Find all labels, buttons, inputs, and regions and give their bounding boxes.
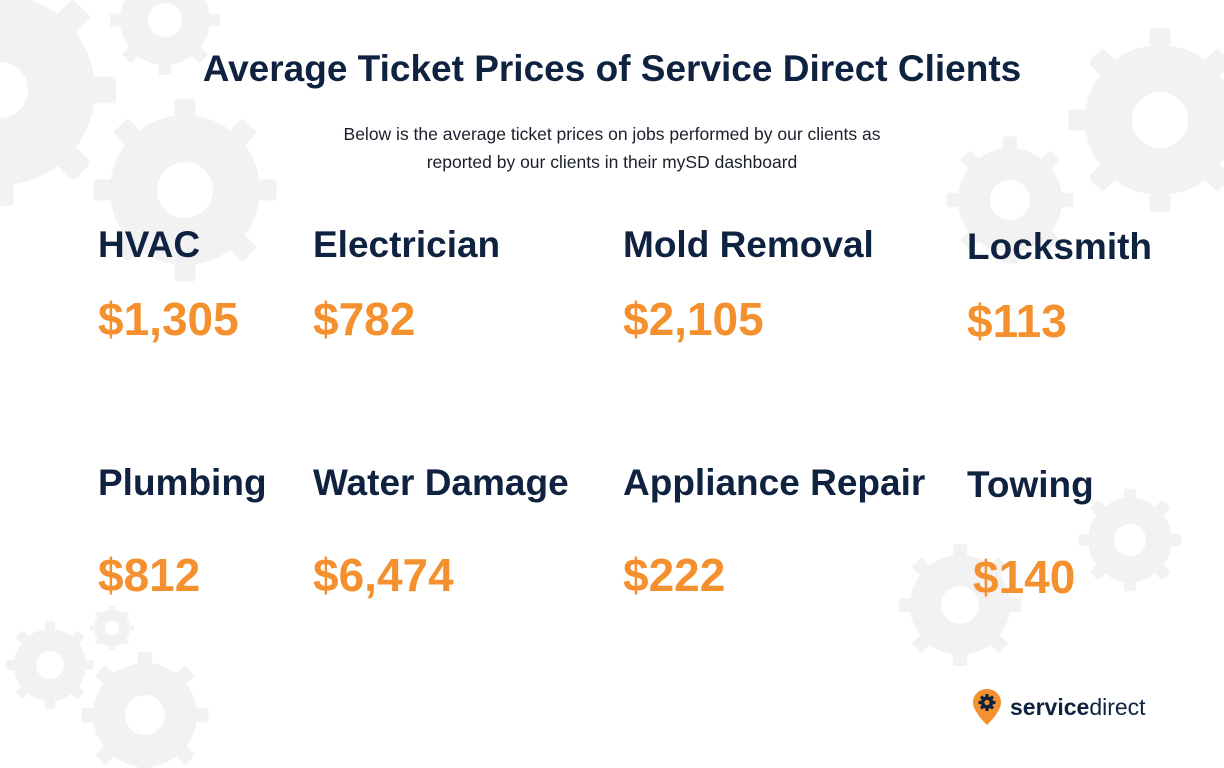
stat-label: Locksmith (967, 226, 1153, 267)
service-direct-logo: servicedirect (972, 688, 1146, 726)
page-subtitle: Below is the average ticket prices on jo… (262, 120, 962, 176)
stat-price: $6,474 (313, 549, 454, 601)
stat-price: $812 (98, 549, 201, 601)
gear-pin-icon (973, 689, 1001, 725)
stat-price: $2,105 (623, 293, 764, 345)
stat-price: $113 (967, 295, 1067, 347)
stat-mold-removal: Mold Removal $2,105 (623, 224, 874, 342)
stat-label: Towing (967, 464, 1094, 505)
logo-word-service: service (1010, 693, 1090, 720)
stat-label: Appliance Repair (623, 462, 926, 503)
logo-wordmark: servicedirect (1010, 694, 1146, 721)
logo-word-direct: direct (1089, 693, 1146, 720)
stat-price: $1,305 (98, 293, 239, 345)
stat-towing: Towing $140 (967, 464, 1094, 600)
stat-price: $222 (623, 549, 726, 601)
stat-label: HVAC (98, 224, 201, 265)
stat-plumbing: Plumbing $812 (98, 462, 267, 598)
stat-hvac: HVAC $1,305 (98, 224, 239, 342)
stat-price: $140 (973, 551, 1076, 603)
stat-label: Electrician (313, 224, 501, 265)
page-title: Average Ticket Prices of Service Direct … (202, 48, 1022, 89)
stat-locksmith: Locksmith $113 (967, 226, 1153, 344)
stat-appliance-repair: Appliance Repair $222 (623, 462, 926, 598)
subtitle-line-1: Below is the average ticket prices on jo… (343, 124, 881, 144)
stat-label: Plumbing (98, 462, 267, 503)
stat-electrician: Electrician $782 (313, 224, 501, 342)
stat-label: Mold Removal (623, 224, 874, 265)
stat-water-damage: Water Damage $6,474 (313, 462, 569, 598)
stat-label: Water Damage (313, 462, 569, 503)
stat-price: $782 (313, 293, 416, 345)
subtitle-line-2: reported by our clients in their mySD da… (426, 152, 798, 172)
